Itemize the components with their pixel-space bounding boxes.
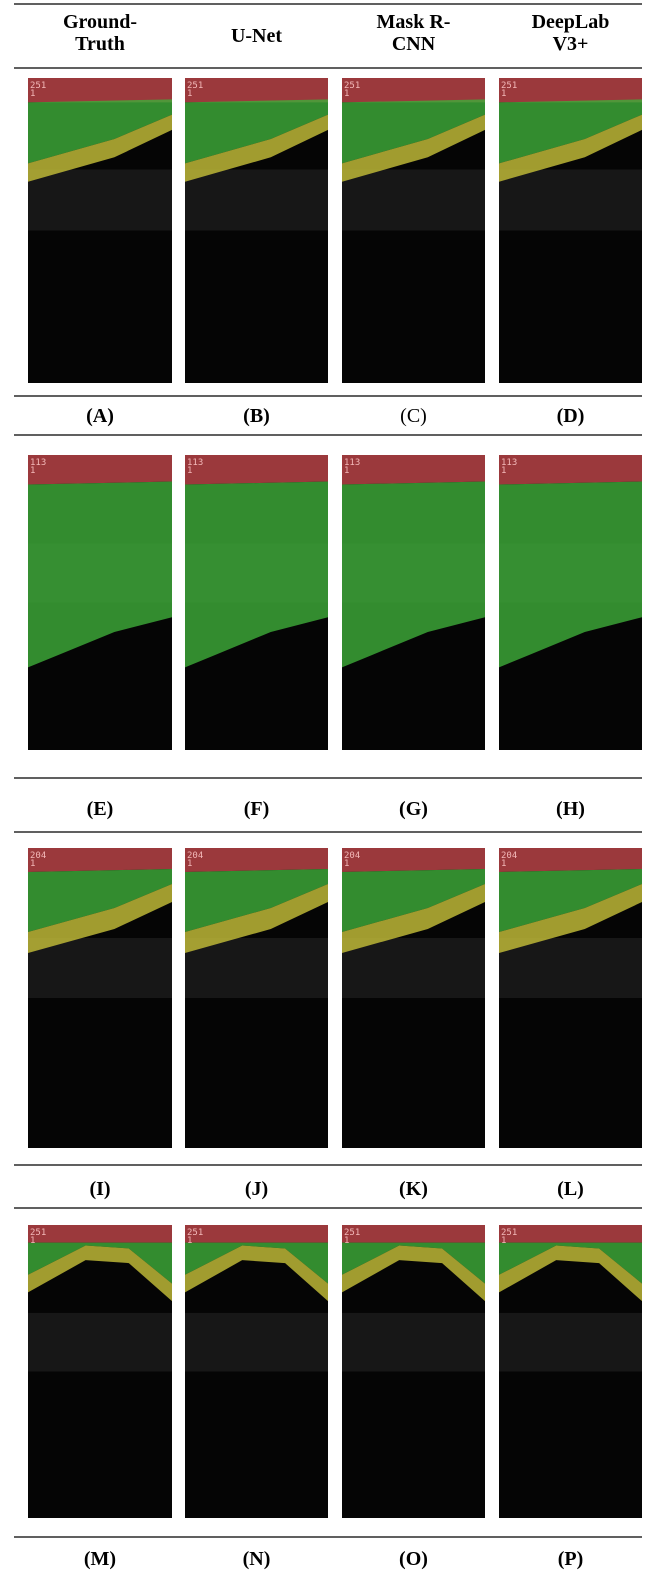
speckle (28, 170, 172, 231)
overlay-number: 1 (187, 89, 192, 99)
speckle (342, 938, 485, 998)
overlay-number: 1 (501, 466, 506, 476)
panel-label: (D) (557, 405, 585, 427)
speckle (185, 1313, 328, 1372)
panel-label: (O) (399, 1548, 428, 1570)
overlay-number: 1 (187, 859, 192, 869)
mask-region (499, 848, 642, 872)
mask-region (28, 848, 172, 872)
overlay-number: 1 (501, 859, 506, 869)
speckle (342, 1313, 485, 1372)
overlay-number: 1 (344, 466, 349, 476)
overlay-number: 1 (30, 466, 35, 476)
overlay-number: 1 (30, 1236, 35, 1246)
overlay-number: 1 (344, 859, 349, 869)
panel-label: (A) (86, 405, 114, 427)
speckle (28, 1313, 172, 1372)
column-header: CNN (392, 33, 436, 55)
overlay-number: 1 (344, 89, 349, 99)
speckle (499, 170, 642, 231)
mask-region (499, 78, 642, 102)
mask-region (342, 1225, 485, 1243)
panel-label: (E) (87, 798, 114, 820)
panel-label: (G) (399, 798, 428, 820)
panel-label: (J) (245, 1178, 268, 1200)
panel-label: (F) (244, 798, 270, 820)
column-header: Ground- (63, 11, 137, 33)
overlay-number: 1 (501, 89, 506, 99)
panel-label: (B) (243, 405, 270, 427)
mask-region (499, 1225, 642, 1243)
mask-region (185, 1225, 328, 1243)
mask-region (28, 78, 172, 102)
speckle (342, 170, 485, 231)
panel-label: (N) (243, 1548, 271, 1570)
panel-label: (C) (400, 405, 427, 427)
column-header: Mask R- (377, 11, 451, 33)
speckle (499, 1313, 642, 1372)
overlay-number: 1 (344, 1236, 349, 1246)
overlay-number: 1 (187, 466, 192, 476)
figure: Ground-TruthU-NetMask R-CNNDeepLabV3+251… (0, 0, 654, 1578)
mask-region (342, 78, 485, 102)
column-header: U-Net (231, 25, 282, 47)
mask-region (185, 455, 328, 485)
column-header: DeepLab (532, 11, 610, 33)
column-header: V3+ (553, 33, 589, 55)
mask-region (499, 455, 642, 485)
mask-region (185, 848, 328, 872)
speckle (499, 938, 642, 998)
overlay-number: 1 (501, 1236, 506, 1246)
panel-label: (H) (556, 798, 585, 820)
overlay-number: 1 (30, 89, 35, 99)
panel-label: (K) (399, 1178, 428, 1200)
panel-label: (L) (557, 1178, 584, 1200)
panel-label: (M) (84, 1548, 116, 1570)
overlay-number: 1 (187, 1236, 192, 1246)
overlay-number: 1 (30, 859, 35, 869)
mask-region (28, 455, 172, 485)
mask-region (342, 848, 485, 872)
column-header: Truth (75, 33, 125, 55)
speckle (185, 170, 328, 231)
panel-label: (I) (89, 1178, 110, 1200)
panel-label: (P) (558, 1548, 584, 1570)
mask-region (28, 1225, 172, 1243)
mask-region (185, 78, 328, 102)
mask-region (342, 455, 485, 485)
